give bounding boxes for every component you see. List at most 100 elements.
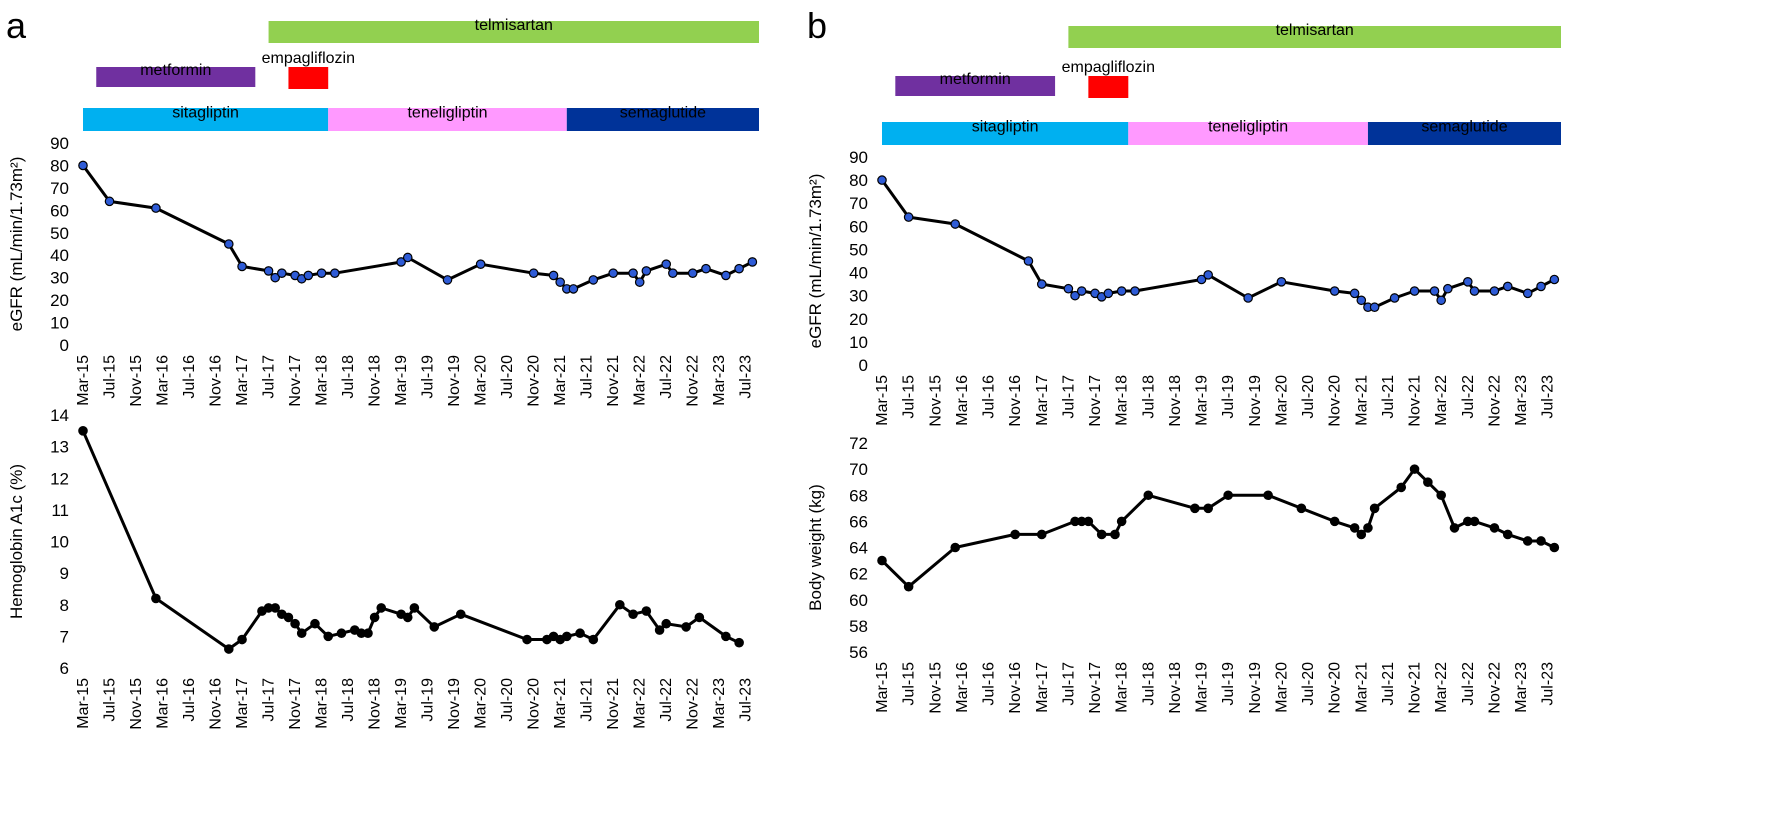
x-tick-label: Jul-19 <box>1220 662 1237 706</box>
data-point <box>734 263 744 274</box>
egfr-chart-b: 0 10 20 30 40 50 60 70 80 90 eGFR (mL/min/1.73m²) M… <box>806 148 1560 427</box>
y-tick-label: 11 <box>51 501 69 520</box>
y-tick-label: 0 <box>859 356 868 375</box>
data-point <box>634 277 645 287</box>
x-tick-label: Jul-22 <box>658 355 675 399</box>
data-point <box>903 581 914 592</box>
data-point <box>78 160 88 171</box>
x-tick-label: Jul-23 <box>1540 375 1557 419</box>
drug-label-teneligliptin: teneligliptin <box>1208 119 1288 136</box>
x-tick-label: Jul-17 <box>1060 662 1077 706</box>
y-tick-label: 60 <box>849 591 868 610</box>
data-point <box>687 268 698 278</box>
x-tick-label: Mar-20 <box>1273 375 1290 426</box>
data-point <box>316 268 327 278</box>
x-tick-label: Mar-16 <box>954 375 971 426</box>
y-axis-label: eGFR (mL/min/1.73m²) <box>806 174 825 349</box>
x-tick-label: Nov-17 <box>287 355 304 407</box>
y-tick-label: 70 <box>849 194 868 213</box>
series-line <box>880 179 1555 309</box>
drug-bar-telmisartan <box>268 21 759 43</box>
x-tick-label: Nov-19 <box>446 355 463 407</box>
x-tick-label: Nov-16 <box>1007 662 1024 714</box>
data-point <box>1143 490 1154 501</box>
data-point <box>721 631 731 642</box>
data-point <box>1349 523 1360 533</box>
data-point <box>548 270 559 281</box>
data-point <box>1369 503 1380 514</box>
data-point <box>1023 256 1034 266</box>
x-tick-label: Mar-21 <box>1353 375 1370 426</box>
data-point <box>1522 288 1533 299</box>
y-tick-label: 60 <box>50 201 69 220</box>
data-point <box>263 266 274 276</box>
y-tick-label: 70 <box>849 460 868 479</box>
x-tick-label: Mar-15 <box>75 355 92 406</box>
x-tick-label: Jul-21 <box>579 355 596 399</box>
x-tick-label: Jul-17 <box>1060 375 1077 419</box>
x-tick-label: Jul-19 <box>420 678 437 722</box>
y-tick-label: 56 <box>849 643 868 662</box>
y-tick-label: 0 <box>60 336 69 355</box>
drug-label-metformin: metformin <box>140 62 211 79</box>
x-tick-label: Mar-15 <box>874 375 891 426</box>
data-point <box>1103 288 1114 299</box>
x-tick-label: Mar-22 <box>1433 662 1450 713</box>
y-tick-label: 7 <box>60 627 69 646</box>
x-tick-label: Mar-23 <box>711 355 728 406</box>
data-point <box>641 606 652 616</box>
drug-bar-metformin <box>895 76 1056 96</box>
x-tick-label: Jul-15 <box>901 662 918 706</box>
data-point <box>628 609 638 620</box>
y-tick-label: 70 <box>50 179 69 198</box>
x-tick-label: Jul-16 <box>181 355 198 399</box>
data-point <box>1036 279 1047 289</box>
body-weight-chart-b: 56 58 60 62 64 66 68 70 72 Body weight (kg) Mar-15… <box>806 434 1560 714</box>
drug-label-teneligliptin: teneligliptin <box>407 105 487 122</box>
data-point <box>1070 290 1080 301</box>
x-tick-label: Nov-21 <box>1407 662 1424 714</box>
data-point <box>1203 503 1213 514</box>
data-point <box>1036 529 1047 540</box>
data-point <box>402 612 413 623</box>
x-tick-label: Jul-15 <box>102 678 119 722</box>
drug-bar-teneligliptin <box>1128 122 1368 145</box>
data-point <box>562 631 572 642</box>
x-tick-label: Mar-23 <box>711 678 728 729</box>
x-tick-label: Nov-18 <box>1167 375 1184 427</box>
data-point <box>475 259 486 269</box>
data-point <box>1369 302 1380 313</box>
x-tick-label: Mar-20 <box>473 678 490 729</box>
data-point <box>1263 490 1273 501</box>
x-tick-label: Mar-21 <box>552 678 569 729</box>
data-point <box>734 637 744 648</box>
x-tick-label: Jul-18 <box>340 678 357 722</box>
data-point <box>1356 295 1367 306</box>
data-point <box>409 603 420 613</box>
data-point <box>1436 295 1446 306</box>
data-point <box>455 609 466 620</box>
y-tick-label: 90 <box>849 148 868 167</box>
data-point <box>661 618 672 629</box>
x-tick-label: Nov-17 <box>1087 375 1104 427</box>
x-tick-label: Mar-16 <box>155 355 172 406</box>
x-tick-label: Jul-16 <box>981 375 998 419</box>
data-point <box>429 622 440 632</box>
x-tick-label: Jul-18 <box>340 355 357 399</box>
panel-label-a: a <box>6 5 27 46</box>
data-point <box>151 593 161 604</box>
x-tick-label: Jul-22 <box>1460 662 1477 706</box>
drug-label-semaglutide: semaglutide <box>620 105 706 122</box>
data-point <box>628 268 638 278</box>
y-tick-label: 30 <box>50 269 69 288</box>
x-tick-label: Mar-16 <box>954 662 971 713</box>
x-tick-label: Jul-16 <box>181 678 198 722</box>
data-point <box>283 612 294 623</box>
x-tick-label: Nov-17 <box>1087 662 1104 714</box>
x-tick-label: Nov-19 <box>446 678 463 730</box>
y-tick-label: 66 <box>849 512 868 531</box>
data-point <box>1536 536 1546 546</box>
x-tick-label: Jul-23 <box>1540 662 1557 706</box>
x-tick-label: Nov-22 <box>685 355 702 407</box>
drug-label-sitagliptin: sitagliptin <box>172 105 239 122</box>
